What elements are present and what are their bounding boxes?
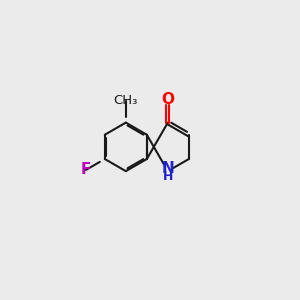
Text: N: N <box>161 160 174 175</box>
Text: O: O <box>161 92 174 107</box>
Text: H: H <box>163 170 173 183</box>
Text: CH₃: CH₃ <box>114 94 138 107</box>
Text: F: F <box>81 162 91 177</box>
